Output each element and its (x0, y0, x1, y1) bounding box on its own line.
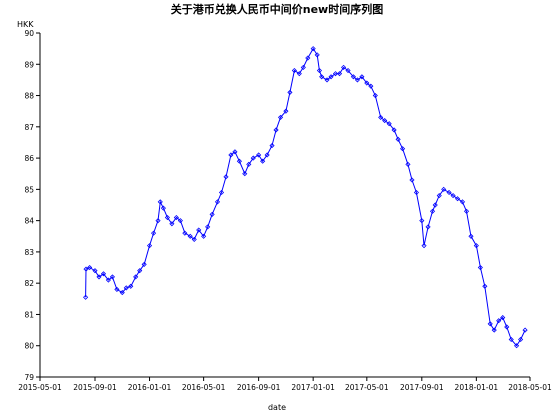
x-tick-label: 2017-09-01 (400, 383, 444, 392)
y-tick-label: 84 (24, 217, 34, 226)
data-point-marker (523, 328, 527, 332)
x-axis-label: date (0, 403, 554, 412)
y-tick-label: 83 (24, 248, 34, 257)
x-tick-label: 2017-01-01 (291, 383, 335, 392)
y-axis-label: HKK (17, 20, 34, 29)
x-tick-label: 2015-05-01 (18, 383, 62, 392)
y-tick-label: 81 (24, 310, 34, 319)
chart-title: 关于港币兑换人民币中间价new时间序列图 (0, 1, 554, 17)
x-tick-label: 2018-05-01 (508, 383, 552, 392)
series-line (86, 49, 525, 346)
y-tick-label: 86 (24, 154, 34, 163)
y-tick-label: 80 (24, 342, 34, 351)
x-tick-label: 2016-01-01 (128, 383, 172, 392)
y-tick-label: 87 (24, 123, 34, 132)
x-tick-label: 2016-05-01 (182, 383, 226, 392)
x-tick-label: 2016-09-01 (237, 383, 281, 392)
y-tick-label: 85 (24, 185, 34, 194)
y-tick-label: 88 (24, 92, 34, 101)
y-tick-label: 89 (24, 60, 34, 69)
y-tick-label: 90 (24, 29, 34, 38)
x-tick-label: 2018-01-01 (455, 383, 499, 392)
x-tick-label: 2015-09-01 (73, 383, 117, 392)
y-tick-label: 82 (24, 279, 34, 288)
x-tick-label: 2017-05-01 (345, 383, 389, 392)
y-tick-label: 79 (24, 373, 34, 382)
